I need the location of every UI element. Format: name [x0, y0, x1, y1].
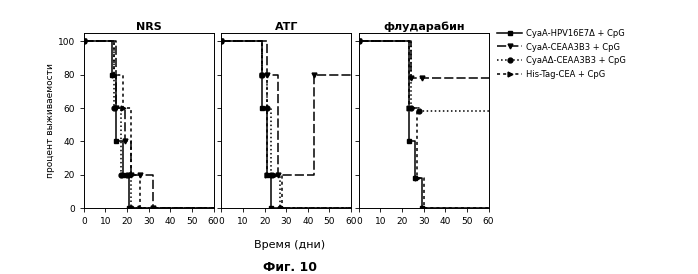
- Title: АТГ: АТГ: [274, 22, 298, 32]
- Title: NRS: NRS: [136, 22, 161, 32]
- Y-axis label: процент выживаемости: процент выживаемости: [45, 63, 54, 178]
- Text: Фиг. 10: Фиг. 10: [262, 261, 317, 274]
- Text: Время (дни): Время (дни): [254, 240, 325, 250]
- Legend: CyaA-HPV16E7Δ + CpG, CyaA-CEAA3B3 + CpG, CyaAΔ-CEAA3B3 + CpG, His-Tag-CEA + CpG: CyaA-HPV16E7Δ + CpG, CyaA-CEAA3B3 + CpG,…: [497, 28, 627, 80]
- Title: флударабин: флударабин: [383, 22, 464, 32]
